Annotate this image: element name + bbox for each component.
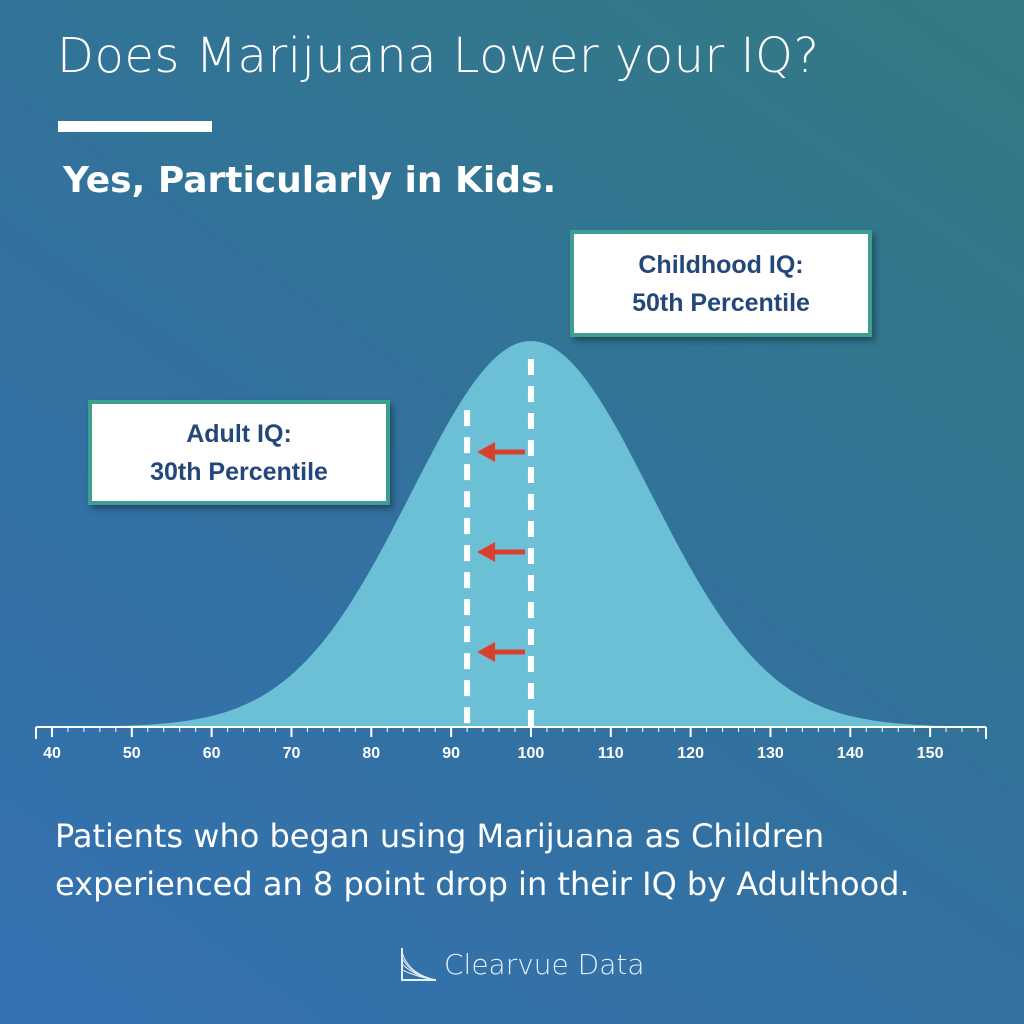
x-tick-label: 100 — [518, 745, 545, 762]
x-tick-label: 80 — [362, 745, 380, 762]
x-tick-label: 140 — [837, 745, 864, 762]
x-tick-label: 90 — [442, 745, 460, 762]
x-tick-label: 130 — [757, 745, 784, 762]
title-underline — [58, 121, 212, 132]
brand-name: Clearvue Data — [444, 947, 645, 981]
childhood-iq-label: Childhood IQ: — [638, 250, 804, 279]
x-tick-label: 60 — [203, 745, 221, 762]
caption: Patients who began using Marijuana as Ch… — [55, 812, 910, 908]
drop-arrow-icon — [477, 542, 525, 562]
normal-curve-area — [36, 341, 986, 727]
x-tick-label: 110 — [598, 745, 624, 762]
x-tick-label: 70 — [283, 745, 301, 762]
adult-iq-percentile: 30th Percentile — [150, 457, 328, 486]
brand: Clearvue Data — [398, 944, 645, 984]
drop-arrow-icon — [477, 642, 525, 662]
childhood-iq-callout: Childhood IQ: 50th Percentile — [570, 230, 872, 337]
x-tick-label: 120 — [677, 745, 704, 762]
page-title: Does Marijuana Lower your IQ? — [57, 28, 820, 84]
caption-line-1: Patients who began using Marijuana as Ch… — [55, 817, 825, 855]
x-tick-label: 40 — [43, 745, 61, 762]
caption-line-2: experienced an 8 point drop in their IQ … — [55, 865, 910, 903]
adult-iq-callout: Adult IQ: 30th Percentile — [88, 400, 390, 505]
page-subtitle: Yes, Particularly in Kids. — [63, 160, 557, 201]
adult-iq-label: Adult IQ: — [186, 419, 292, 448]
iq-distribution-chart: 40 50 60 70 80 90 100 110 120 130 140 150 — [36, 341, 986, 762]
x-tick-label: 50 — [123, 745, 141, 762]
clearvue-logo-icon — [401, 948, 437, 981]
x-tick-label: 150 — [917, 745, 944, 762]
drop-arrow-icon — [477, 442, 525, 462]
childhood-iq-percentile: 50th Percentile — [632, 288, 810, 317]
